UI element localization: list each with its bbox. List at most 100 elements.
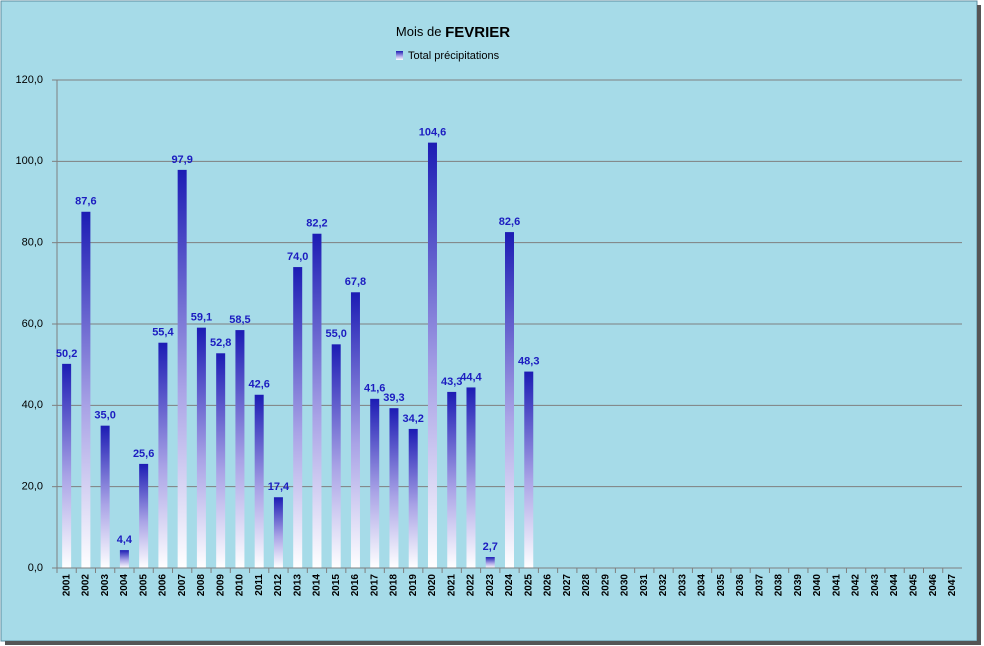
data-label: 58,5: [229, 314, 250, 326]
x-tick-label: 2039: [793, 574, 804, 597]
x-tick-label: 2021: [446, 574, 457, 597]
x-tick-label: 2025: [523, 574, 534, 597]
data-label: 41,6: [364, 383, 385, 395]
x-tick-label: 2017: [369, 574, 380, 597]
bar: [100, 425, 110, 568]
x-tick-label: 2045: [909, 574, 920, 597]
data-label: 59,1: [191, 312, 212, 324]
data-label: 44,4: [460, 371, 482, 383]
x-tick-label: 2014: [312, 574, 323, 597]
shadow: [5, 641, 980, 645]
x-tick-label: 2001: [61, 574, 72, 597]
data-label: 48,3: [518, 355, 539, 367]
bar: [254, 394, 264, 568]
y-tick-label: 60,0: [22, 318, 43, 330]
x-tick-label: 2007: [177, 574, 188, 597]
legend-swatch: [396, 51, 403, 60]
x-tick-label: 2019: [408, 574, 419, 597]
x-tick-label: 2026: [543, 574, 554, 597]
bar: [408, 428, 418, 568]
x-tick-label: 2016: [350, 574, 361, 597]
x-tick-label: 2044: [889, 574, 900, 597]
x-tick-label: 2038: [774, 574, 785, 597]
data-label: 43,3: [441, 376, 462, 388]
bar: [119, 550, 129, 568]
x-tick-label: 2036: [735, 574, 746, 597]
x-tick-label: 2003: [100, 574, 111, 597]
bar: [485, 557, 495, 568]
bar: [293, 267, 303, 568]
bar: [312, 233, 322, 568]
x-tick-label: 2002: [81, 574, 92, 597]
x-tick-label: 2028: [581, 574, 592, 597]
shadow: [977, 5, 981, 645]
x-tick-label: 2029: [600, 574, 611, 597]
x-tick-label: 2006: [158, 574, 169, 597]
bar: [389, 408, 399, 568]
data-label: 74,0: [287, 251, 308, 263]
data-label: 87,6: [75, 196, 96, 208]
x-tick-label: 2027: [562, 574, 573, 597]
bar: [350, 292, 360, 568]
x-tick-label: 2040: [812, 574, 823, 597]
chart-title: Mois de FEVRIER: [396, 24, 510, 41]
y-tick-label: 100,0: [15, 155, 43, 167]
data-label: 55,0: [325, 328, 346, 340]
y-tick-label: 40,0: [22, 399, 43, 411]
y-tick-label: 120,0: [15, 74, 43, 86]
x-tick-label: 2035: [716, 574, 727, 597]
x-tick-label: 2032: [658, 574, 669, 597]
x-tick-label: 2033: [677, 574, 688, 597]
y-tick-label: 20,0: [22, 481, 43, 493]
x-tick-label: 2046: [928, 574, 939, 597]
x-tick-label: 2020: [427, 574, 438, 597]
bar: [466, 387, 476, 568]
bar: [139, 463, 149, 568]
bar: [196, 327, 206, 568]
x-tick-label: 2013: [292, 574, 303, 597]
data-label: 4,4: [117, 534, 133, 546]
bar: [427, 142, 437, 569]
bar: [331, 344, 341, 568]
x-tick-label: 2034: [697, 574, 708, 597]
x-tick-label: 2011: [254, 574, 265, 596]
data-label: 82,6: [499, 216, 520, 228]
data-label: 35,0: [94, 410, 115, 422]
bar: [235, 330, 245, 568]
bar: [505, 232, 514, 569]
bar: [81, 211, 91, 568]
x-tick-label: 2031: [639, 574, 650, 597]
bar: [177, 169, 187, 568]
data-label: 34,2: [403, 413, 424, 425]
x-tick-label: 2010: [235, 574, 246, 597]
x-tick-label: 2043: [870, 574, 881, 597]
bar: [524, 371, 534, 568]
data-label: 52,8: [210, 337, 231, 349]
x-tick-label: 2005: [138, 574, 149, 597]
data-label: 97,9: [171, 154, 192, 166]
x-tick-label: 2041: [831, 574, 842, 597]
x-tick-label: 2047: [947, 574, 958, 597]
x-tick-label: 2009: [215, 574, 226, 597]
data-label: 39,3: [383, 392, 404, 404]
x-tick-label: 2018: [389, 574, 400, 597]
data-label: 50,2: [56, 348, 77, 360]
y-tick-label: 80,0: [22, 237, 43, 249]
x-tick-label: 2023: [485, 574, 496, 597]
x-tick-label: 2042: [851, 574, 862, 597]
y-tick-label: 0,0: [28, 562, 43, 574]
legend-label: Total précipitations: [408, 50, 500, 62]
data-label: 42,6: [248, 379, 269, 391]
x-tick-label: 2030: [620, 574, 631, 597]
bar: [158, 342, 168, 568]
data-label: 82,2: [306, 218, 327, 230]
data-label: 25,6: [133, 448, 154, 460]
x-tick-label: 2022: [466, 574, 477, 597]
x-tick-label: 2024: [504, 574, 515, 597]
bar: [216, 353, 226, 568]
bar: [273, 497, 283, 568]
data-label: 55,4: [152, 327, 174, 339]
bar: [447, 391, 457, 568]
data-label: 17,4: [268, 481, 290, 493]
